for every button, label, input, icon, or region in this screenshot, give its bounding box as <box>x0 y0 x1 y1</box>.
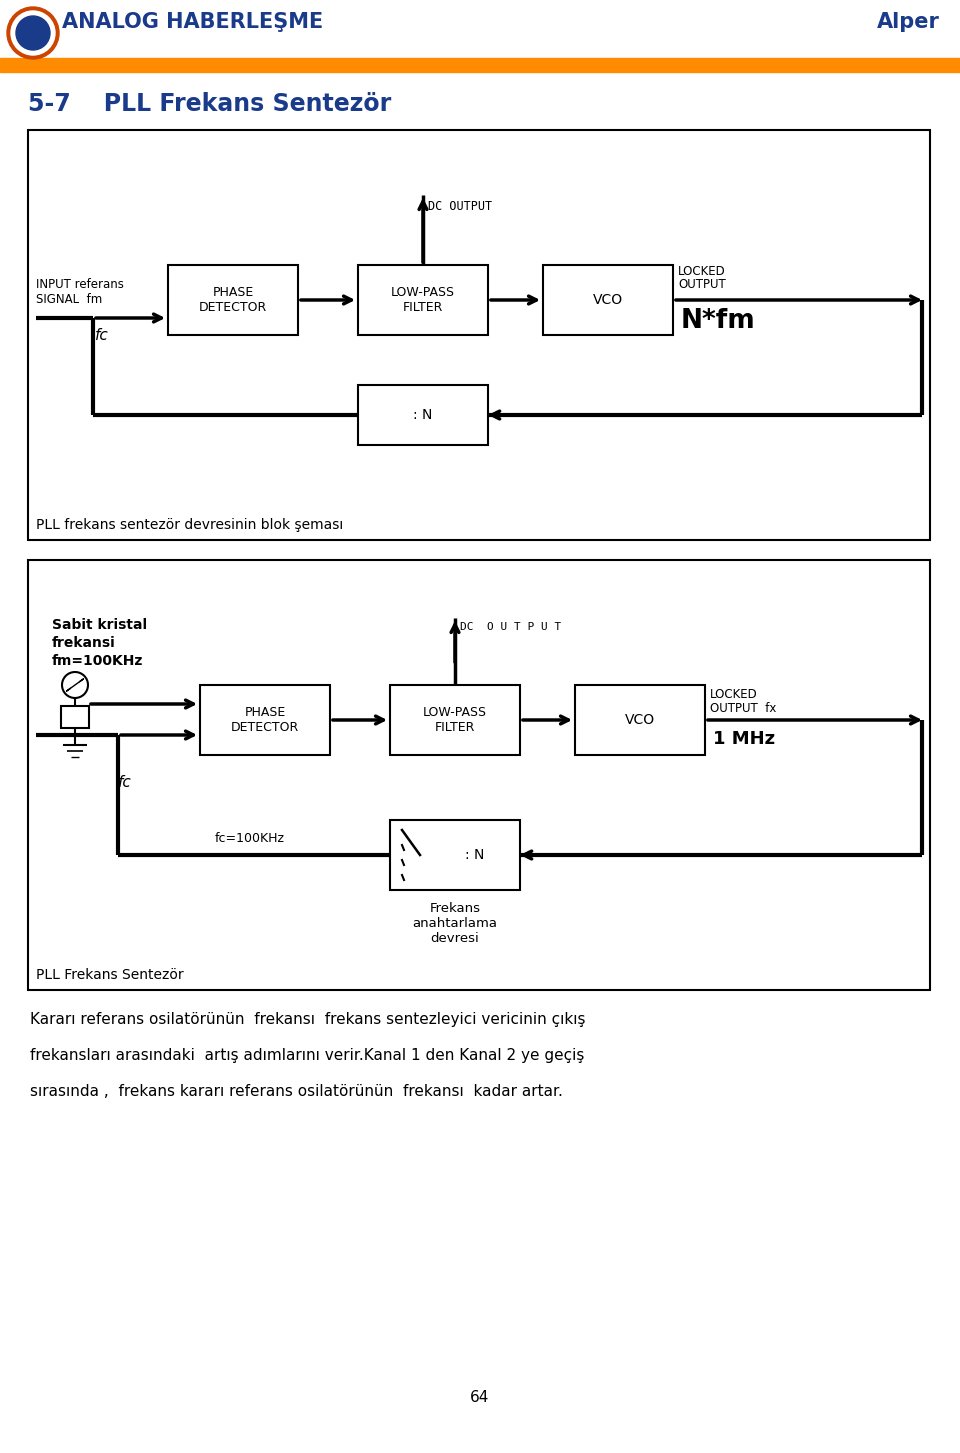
Bar <box>200 684 330 756</box>
Text: : N: : N <box>465 849 484 862</box>
Bar <box>61 706 89 728</box>
Bar <box>358 264 488 336</box>
Text: VCO: VCO <box>593 294 623 307</box>
Text: frekansları arasındaki  artış adımlarını verir.Kanal 1 den Kanal 2 ye geçiş: frekansları arasındaki artış adımlarını … <box>30 1048 585 1064</box>
Text: LOCKED: LOCKED <box>710 689 757 700</box>
Text: Alper: Alper <box>877 12 940 32</box>
Text: PLL frekans sentezör devresinin blok şeması: PLL frekans sentezör devresinin blok şem… <box>36 519 344 532</box>
Bar <box>390 819 520 891</box>
Text: fc=100KHz: fc=100KHz <box>215 833 285 846</box>
Text: PLL Frekans Sentezör: PLL Frekans Sentezör <box>36 968 183 982</box>
Text: frekansi: frekansi <box>52 636 116 649</box>
Text: sırasında ,  frekans kararı referans osilatörünün  frekansı  kadar artar.: sırasında , frekans kararı referans osil… <box>30 1084 563 1098</box>
Text: INPUT referans: INPUT referans <box>36 278 124 291</box>
Bar <box>0 58 960 73</box>
Text: fc: fc <box>118 774 132 790</box>
Circle shape <box>7 7 59 60</box>
Bar <box>28 559 930 989</box>
Text: LOW-PASS
FILTER: LOW-PASS FILTER <box>391 286 455 314</box>
Text: VCO: VCO <box>625 713 655 726</box>
Circle shape <box>16 16 50 49</box>
Text: OUTPUT: OUTPUT <box>678 278 726 291</box>
Text: DC OUTPUT: DC OUTPUT <box>428 201 492 214</box>
Circle shape <box>11 12 55 55</box>
Bar <box>543 264 673 336</box>
Bar <box>390 684 520 756</box>
Text: PHASE
DETECTOR: PHASE DETECTOR <box>230 706 300 734</box>
Text: Kararı referans osilatörünün  frekansı  frekans sentezleyici vericinin çıkış: Kararı referans osilatörünün frekansı fr… <box>30 1011 586 1027</box>
Text: 5-7    PLL Frekans Sentezör: 5-7 PLL Frekans Sentezör <box>28 92 392 116</box>
Text: Frekans
anahtarlama
devresi: Frekans anahtarlama devresi <box>413 902 497 944</box>
Text: SIGNAL  fm: SIGNAL fm <box>36 294 103 307</box>
Text: 64: 64 <box>470 1391 490 1405</box>
Bar <box>168 264 298 336</box>
Text: PHASE
DETECTOR: PHASE DETECTOR <box>199 286 267 314</box>
Text: Sabit kristal: Sabit kristal <box>52 618 147 632</box>
Text: OUTPUT  fx: OUTPUT fx <box>710 702 777 715</box>
Text: LOW-PASS
FILTER: LOW-PASS FILTER <box>423 706 487 734</box>
Text: : N: : N <box>414 408 433 421</box>
Bar <box>28 129 930 541</box>
Text: fm=100KHz: fm=100KHz <box>52 654 143 668</box>
Bar <box>358 385 488 445</box>
Bar <box>575 684 705 756</box>
Circle shape <box>62 671 88 697</box>
Text: N*fm: N*fm <box>681 308 756 334</box>
Text: fc: fc <box>95 328 108 343</box>
Text: 1 MHz: 1 MHz <box>713 729 775 748</box>
Text: DC  O U T P U T: DC O U T P U T <box>460 622 562 632</box>
Text: LOCKED: LOCKED <box>678 264 726 278</box>
Text: ANALOG HABERLEŞME: ANALOG HABERLEŞME <box>62 12 324 32</box>
